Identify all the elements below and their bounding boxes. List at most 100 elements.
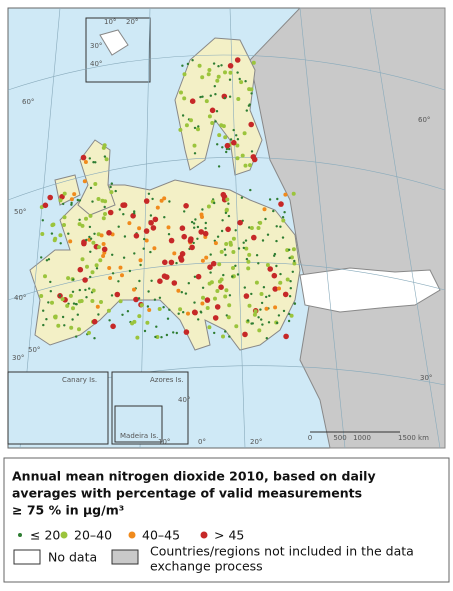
station-dot [109,185,112,189]
graticule-label: 40° [14,294,26,302]
station-dot [213,241,218,246]
station-dot [250,292,253,296]
graticule-label: 50° [28,346,40,354]
station-dot [225,197,230,202]
station-dot [276,197,279,201]
station-dot [68,293,73,298]
station-dot [91,200,94,203]
station-dot [142,247,145,250]
station-dot [39,294,44,298]
not-included-label: exchange process [150,559,263,574]
station-dot [283,211,286,214]
station-dot [209,253,212,256]
station-dot [177,312,180,315]
station-dot [201,95,204,98]
station-dot [152,216,159,223]
station-dot [133,252,136,255]
station-dot [235,134,238,137]
station-dot [244,80,247,83]
station-dot [51,222,56,227]
station-dot [118,208,122,211]
scale-label: 1500 km [398,434,429,442]
station-dot [199,95,202,99]
legend-dot [200,531,208,539]
station-dot [108,319,111,322]
station-dot [160,336,163,339]
station-dot [127,221,132,226]
station-dot [279,272,282,276]
station-dot [220,229,224,233]
station-dot [120,273,124,278]
station-dot [217,133,222,138]
station-dot [291,247,296,252]
station-dot [154,335,157,339]
station-dot [243,286,246,289]
station-dot [206,204,211,209]
legend-dot [60,531,68,539]
station-dot [200,215,204,219]
station-dot [236,138,240,141]
station-dot [253,309,258,314]
station-dot [207,281,212,286]
graticule-label: 0° [198,438,206,446]
station-dot [88,235,91,239]
station-dot [244,246,249,251]
station-dot [220,191,227,198]
station-dot [250,322,253,325]
station-dot [242,331,248,338]
station-dot [277,286,281,291]
station-dot [224,142,231,149]
station-dot [223,70,227,75]
scale-label: 0 [308,434,312,442]
station-dot [249,188,252,192]
station-dot [50,232,54,235]
station-dot [218,284,224,291]
station-dot [201,295,205,300]
graticule-label: 20° [126,18,138,26]
station-dot [223,135,228,140]
no-data-label: No data [48,550,97,565]
station-dot [278,280,283,285]
station-dot [276,321,279,325]
station-dot [71,306,75,311]
station-dot [287,319,291,323]
station-dot [240,153,245,158]
station-dot [56,323,61,328]
station-dot [244,239,248,242]
station-dot [275,225,278,228]
station-dot [210,260,217,267]
station-dot [275,239,278,243]
station-dot [49,280,52,284]
scandinavia [174,37,263,176]
station-dot [147,308,152,312]
station-dot [151,197,154,201]
legend-title: ≥ 75 % in µg/m³ [12,503,124,518]
station-dot [210,121,215,125]
station-dot [288,256,291,260]
station-dot [77,222,82,227]
station-dot [204,99,209,104]
station-dot [92,161,95,164]
graticule-label: 40° [178,396,190,404]
station-dot [84,216,88,221]
station-dot [288,312,291,316]
station-dot [265,337,268,340]
station-dot [272,286,279,292]
station-dot [194,218,197,221]
station-dot [193,226,196,229]
graticule-label: 60° [418,116,430,124]
station-dot [93,232,96,235]
station-dot [168,237,175,244]
legend-dot [128,531,136,539]
station-dot [213,296,217,301]
station-dot [293,259,296,263]
station-dot [186,62,190,66]
station-dot [256,226,261,230]
station-dot [285,277,290,282]
station-dot [239,80,244,85]
station-dot [94,263,99,268]
station-dot [133,212,136,215]
station-dot [145,320,150,325]
station-dot [212,315,219,321]
station-dot [217,165,221,168]
